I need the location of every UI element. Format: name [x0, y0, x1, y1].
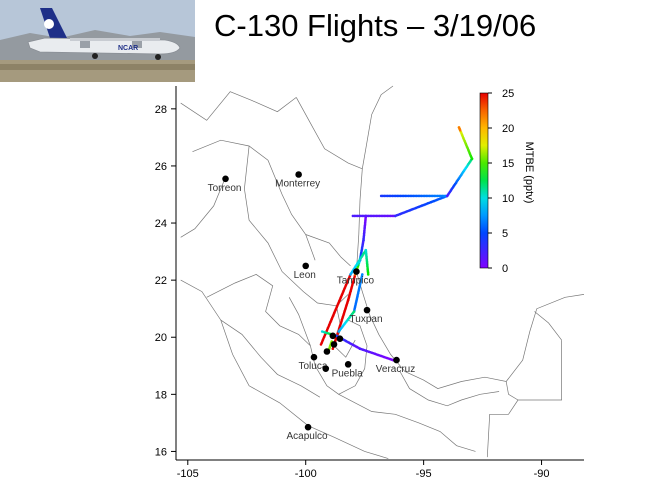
city-label: Tampico — [337, 276, 375, 287]
city-marker — [323, 348, 331, 355]
boundary-line — [338, 393, 476, 452]
city-marker — [310, 353, 318, 361]
boundary-line — [220, 319, 321, 398]
boundary-line — [305, 234, 351, 267]
flight-point — [337, 330, 341, 333]
flight-tracks — [319, 126, 474, 362]
flight-leg — [352, 273, 364, 313]
boundary-line — [534, 311, 562, 341]
boundary-line — [180, 91, 297, 121]
boundary-line — [399, 371, 500, 407]
y-tick-label: 26 — [155, 161, 167, 173]
city-marker — [295, 171, 302, 178]
flight-point — [366, 273, 370, 276]
colorbar-tick-label: 0 — [502, 263, 508, 275]
y-tick-label: 16 — [155, 446, 167, 458]
colorbar-bar — [479, 92, 489, 269]
flight-leg — [364, 248, 370, 276]
city-marker — [330, 341, 338, 348]
city-marker — [353, 268, 360, 275]
boundary-line — [295, 97, 363, 170]
flight-leg — [394, 194, 449, 218]
aircraft-wheel — [92, 53, 98, 59]
flight-leg — [349, 248, 368, 276]
slide-title: C-130 Flights – 3/19/06 — [214, 8, 537, 43]
aircraft-engine — [132, 41, 142, 48]
aircraft-photo: NCAR — [0, 0, 195, 82]
city-label: Tuxpan — [350, 314, 383, 325]
city-label: Torreon — [208, 183, 242, 194]
y-tick-label: 22 — [155, 275, 167, 287]
city-marker — [329, 332, 337, 340]
city-label: Toluca — [299, 361, 328, 372]
boundary-line — [486, 340, 562, 458]
boundary-line — [505, 381, 519, 401]
city-label: Veracruz — [376, 364, 415, 375]
boundary-line — [244, 145, 349, 307]
flight-leg — [457, 126, 462, 132]
colorbar-tick-label: 15 — [502, 158, 514, 170]
boundary-line — [192, 139, 316, 261]
x-tick-label: -105 — [177, 468, 199, 480]
colorbar-label: MTBE (pptv) — [523, 142, 535, 204]
flight-leg — [337, 310, 356, 333]
colorbar-tick-label: 20 — [502, 123, 514, 135]
y-tick-label: 20 — [155, 332, 167, 344]
city-marker — [322, 365, 330, 372]
x-tick-label: -90 — [534, 468, 550, 480]
city-label: Acapulco — [286, 431, 328, 442]
tail-logo — [44, 19, 54, 29]
flight-leg — [319, 273, 352, 346]
y-tick-label: 24 — [155, 218, 167, 230]
colorbar-tick-label: 25 — [502, 88, 514, 100]
city-marker — [302, 262, 310, 270]
city-marker — [304, 423, 312, 431]
aircraft-tail-text: NCAR — [118, 45, 138, 52]
aircraft-wing — [70, 38, 160, 41]
city-marker — [222, 175, 229, 183]
flight-leg — [351, 214, 397, 218]
aircraft: NCAR — [27, 8, 181, 60]
y-tick-label: 28 — [155, 104, 167, 116]
x-tick-label: -95 — [416, 468, 432, 480]
x-tick-label: -100 — [295, 468, 317, 480]
colorbar-tick-label: 5 — [502, 228, 508, 240]
photo-runway — [0, 64, 195, 70]
flight-leg — [358, 347, 395, 362]
flight-leg — [379, 194, 449, 198]
aircraft-wheel — [155, 54, 161, 60]
city-markers: Torreon Monterrey Leon Tampico Tuxpan Toluca P… — [208, 171, 415, 442]
city-label: Monterrey — [275, 179, 320, 190]
aircraft-tail — [40, 8, 70, 44]
flight-leg — [346, 273, 357, 302]
boundary-line — [180, 279, 389, 459]
y-tick-label: 18 — [155, 389, 167, 401]
city-marker — [344, 361, 352, 368]
chart-axes: -105 -100 -95 -90 16 18 20 22 24 26 28 — [155, 86, 584, 480]
city-marker — [393, 356, 400, 364]
mtbe-colorbar: 0 5 10 15 20 25 MTBE (pptv) — [479, 88, 535, 275]
flight-leg — [445, 157, 474, 198]
boundary-line — [288, 297, 311, 346]
boundary-line — [356, 114, 585, 389]
city-label: Puebla — [332, 368, 364, 379]
city-marker — [336, 335, 344, 342]
flight-point — [458, 129, 462, 132]
boundary-line — [371, 85, 394, 115]
flight-leg — [362, 214, 368, 242]
colorbar-tick-label: 10 — [502, 193, 514, 205]
aircraft-engine — [80, 41, 90, 48]
city-label: Leon — [294, 270, 316, 281]
city-marker — [363, 306, 371, 314]
boundary-line — [180, 177, 226, 238]
